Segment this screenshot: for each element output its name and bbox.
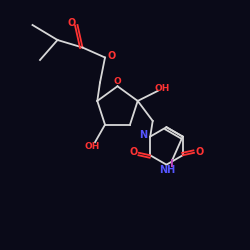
Text: NH: NH [160,165,176,175]
Text: O: O [114,77,122,86]
Text: O: O [129,146,138,156]
Text: OH: OH [85,142,100,151]
Text: I: I [170,159,173,169]
Text: O: O [107,51,116,61]
Text: O: O [195,146,203,156]
Text: O: O [67,18,76,28]
Text: N: N [139,130,147,140]
Text: OH: OH [154,84,170,94]
